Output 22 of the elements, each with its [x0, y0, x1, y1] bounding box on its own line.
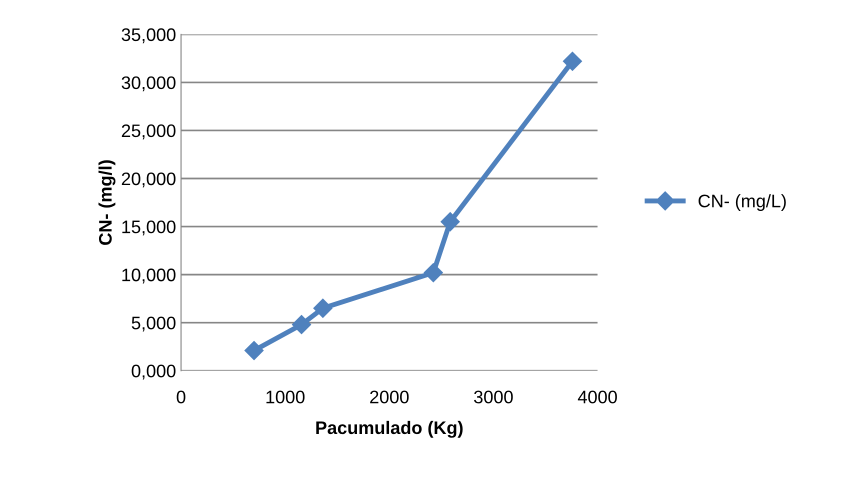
- y-tick-label: 5,000: [132, 316, 176, 332]
- y-tick-label: 25,000: [122, 124, 176, 140]
- y-tick-label: 35,000: [122, 28, 176, 44]
- x-tick-label: 1000: [266, 390, 305, 404]
- point: [562, 52, 582, 71]
- x-tick-label: 3000: [474, 390, 513, 404]
- x-tick-label: 4000: [578, 390, 617, 404]
- x-tick-label: 2000: [370, 390, 409, 404]
- legend-label: CN- (mg/L): [698, 194, 786, 211]
- y-tick-label: 0,000: [132, 364, 176, 380]
- y-tick-label: 30,000: [122, 76, 176, 92]
- point: [244, 340, 264, 360]
- y-tick-label: 10,000: [122, 268, 176, 284]
- y-tick-label: 20,000: [122, 172, 176, 188]
- x-axis-title: Pacumulado (Kg): [316, 420, 463, 438]
- y-axis-title: CN- (mg/l): [98, 160, 116, 245]
- point: [424, 263, 443, 282]
- point: [313, 298, 332, 318]
- x-tick-label: 0: [176, 390, 186, 404]
- y-tick-label: 15,000: [122, 220, 176, 236]
- point: [440, 212, 460, 232]
- point: [292, 315, 312, 334]
